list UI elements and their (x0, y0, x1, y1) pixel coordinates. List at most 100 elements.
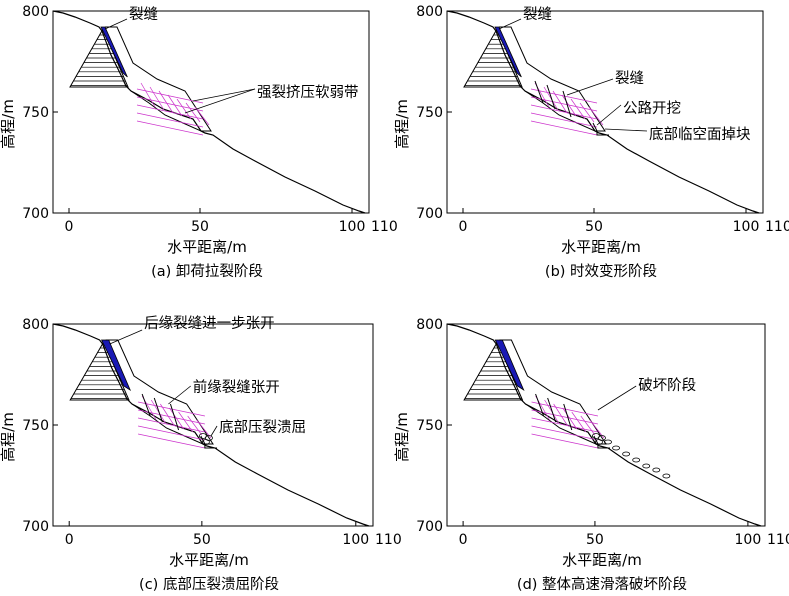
annotation-leader (192, 88, 256, 102)
rock-block (105, 339, 214, 445)
weak-zone-line (562, 407, 578, 430)
debris-block (652, 467, 661, 473)
x-axis-label: 水平距离/m (561, 238, 641, 256)
rock-block (499, 26, 606, 132)
x-tick-label: 0 (459, 219, 468, 235)
annotation-label: 底部压裂溃屈 (219, 419, 306, 436)
debris-block (595, 439, 603, 445)
front-crack (547, 397, 557, 423)
annotation-label: 前缘裂缝张开 (193, 379, 280, 396)
x-tick-label: 100 (342, 532, 369, 548)
panel-d: 0 50 100 110 800 750 700 水平距离/m 高程/m (d) 整体高速滑落破坏… (393, 317, 789, 593)
y-tick-label: 800 (22, 4, 49, 20)
weak-zone-line (530, 104, 598, 120)
y-tick-label: 700 (22, 519, 49, 535)
weak-zone-line (136, 88, 204, 104)
front-crack (535, 393, 545, 417)
weak-zone-line (579, 102, 595, 123)
annotation-leader (104, 18, 128, 30)
x-axis-label: 水平距离/m (562, 551, 642, 569)
y-tick-label: 750 (22, 105, 49, 121)
annotation-label: 裂缝 (523, 6, 552, 23)
debris-block (202, 439, 210, 445)
x-tick-label: 110 (765, 219, 789, 235)
front-crack (534, 80, 544, 104)
y-tick-label: 700 (22, 206, 49, 222)
x-tick-label: 100 (733, 219, 760, 235)
plot-frame (52, 10, 370, 214)
debris-block (632, 457, 641, 463)
y-axis-label: 高程/m (0, 99, 17, 149)
y-axis-label: 高程/m (393, 412, 411, 462)
weak-zone-line (530, 120, 598, 136)
annotation-leader (604, 128, 648, 132)
panel-caption: (c) 底部压裂溃屈阶段 (139, 576, 279, 593)
weak-zone-line (185, 102, 201, 123)
annotation-label: 破坏阶段 (638, 377, 696, 394)
x-axis-label: 水平距离/m (167, 238, 247, 256)
weak-zone-line (136, 120, 204, 136)
y-tick-label: 700 (416, 206, 443, 222)
debris-block (604, 439, 612, 445)
weak-zone-line (136, 112, 204, 128)
panel-a: 0 50 100 110 800 750 700 水平距离/m 高程/m (a) 卸荷拉裂阶段 裂缝… (0, 4, 398, 280)
y-tick-label: 800 (416, 317, 443, 333)
debris-block (642, 463, 651, 469)
rear-crack (494, 339, 525, 392)
x-tick-label: 50 (191, 219, 209, 235)
x-tick-label: 50 (586, 532, 604, 548)
x-tick-label: 0 (459, 532, 468, 548)
weak-zone-line (552, 90, 568, 114)
weak-zone-line (160, 403, 175, 427)
slope-profile (52, 323, 370, 527)
y-tick-label: 750 (416, 105, 443, 121)
weak-zone-line (158, 90, 174, 114)
panel-caption: (b) 时效变形阶段 (545, 263, 657, 280)
road-cut (592, 122, 609, 136)
annotation-leader (597, 385, 637, 411)
x-tick-label: 110 (375, 532, 402, 548)
weak-zone (136, 82, 210, 136)
debris-block (622, 451, 631, 457)
annotation-label: 底部临空面掉块 (649, 126, 751, 143)
panel-b: 0 50 100 110 800 750 700 水平距离/m 高程/m (b) 时效变形阶段 裂缝… (393, 4, 789, 280)
annotation-leader (109, 329, 143, 345)
weak-zone-line (531, 425, 599, 441)
x-tick-label: 50 (193, 532, 211, 548)
front-crack (169, 403, 180, 431)
y-tick-label: 800 (22, 317, 49, 333)
annotation-label: 后缘裂缝进一步张开 (144, 315, 275, 332)
panel-c: 0 50 100 110 800 750 700 水平距离/m 高程/m (c) 底部压裂溃屈阶段… (0, 315, 402, 593)
annotation-leader (498, 18, 522, 30)
debris-block (612, 445, 620, 451)
weak-zone-line (531, 433, 599, 449)
panel-caption: (d) 整体高速滑落破坏阶段 (517, 576, 687, 593)
annotation-leader (596, 104, 622, 126)
rear-crack (494, 26, 522, 78)
x-tick-label: 50 (585, 219, 603, 235)
front-crack (546, 84, 556, 110)
x-tick-label: 110 (767, 532, 789, 548)
rear-crack (100, 26, 128, 78)
annotation-label: 裂缝 (129, 6, 158, 23)
weak-zone-line (149, 86, 165, 111)
x-tick-label: 0 (65, 219, 74, 235)
plot-frame (446, 323, 766, 527)
plot-frame (446, 10, 764, 214)
weak-zone-line (580, 415, 596, 436)
weak-zone-line (187, 415, 203, 436)
y-tick-label: 700 (416, 519, 443, 535)
weak-zone-line (169, 407, 184, 430)
weak-zone-line (136, 104, 204, 120)
weak-zone-line (167, 94, 183, 117)
y-tick-label: 750 (22, 418, 49, 434)
debris-block (662, 473, 671, 479)
y-tick-label: 750 (416, 418, 443, 434)
weak-zone-line (531, 401, 599, 417)
panel-caption: (a) 卸荷拉裂阶段 (151, 263, 263, 280)
weak-zone-line (553, 403, 569, 427)
annotation-label: 公路开挖 (623, 100, 681, 117)
y-axis-label: 高程/m (0, 412, 17, 462)
annotation-label: 强裂挤压软弱带 (257, 84, 359, 101)
